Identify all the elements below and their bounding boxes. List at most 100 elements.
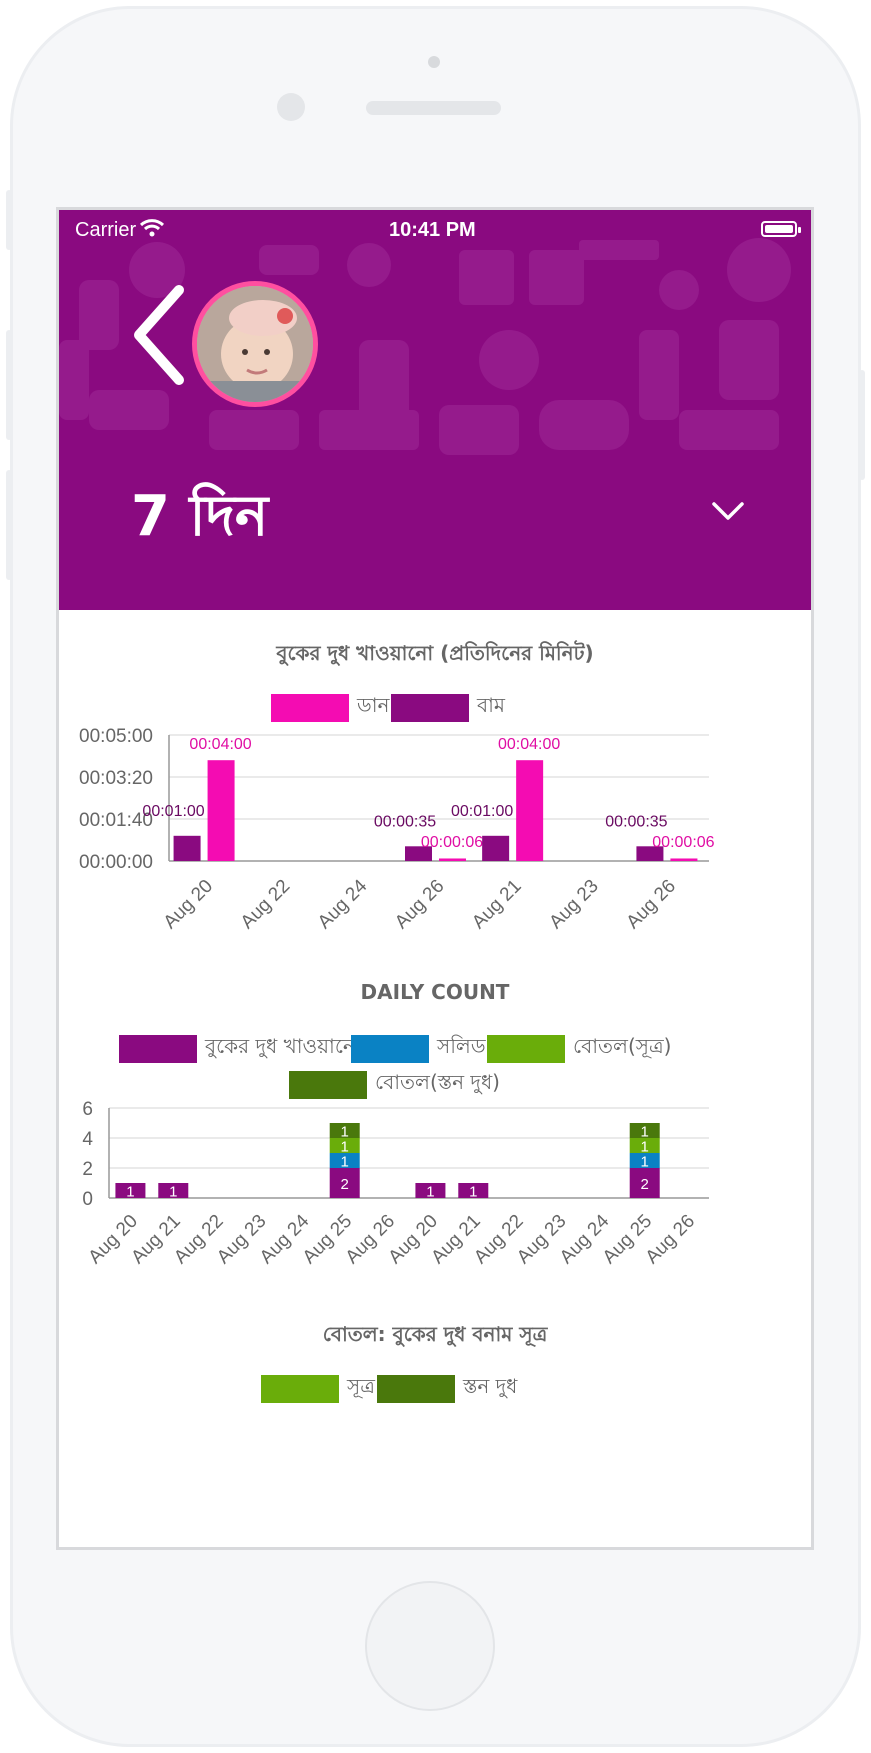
bar-left: [405, 846, 432, 861]
wifi-icon: [139, 219, 165, 237]
battery-icon: [761, 221, 801, 237]
data-label: 00:04:00: [189, 736, 251, 753]
data-label: 1: [641, 1154, 649, 1171]
bar-breastfeeding: [629, 1168, 660, 1198]
phone-volume-down: [6, 470, 12, 580]
legend-swatch: [119, 1034, 197, 1063]
legend-swatch: [271, 693, 349, 722]
front-camera: [277, 93, 305, 121]
bar-left: [173, 835, 201, 861]
bar-breastfeeding: [415, 1183, 446, 1198]
x-tick-label: Aug 20: [160, 876, 217, 933]
x-tick-label: Aug 26: [642, 1211, 699, 1268]
data-label: 00:04:00: [498, 736, 560, 753]
bar-left: [482, 835, 510, 861]
y-tick-label: 00:00:00: [79, 852, 153, 873]
chart2-legend-bottle-formula: বোতল(সূত্র): [487, 1032, 671, 1065]
header: Carrier 10:41 PM 7 দিন: [59, 210, 811, 610]
bar-solid: [629, 1153, 660, 1168]
chart2-legend-solid: সলিড: [351, 1032, 486, 1065]
chart3-legend-formula: সূত্র: [261, 1372, 375, 1405]
phone-power-button: [859, 370, 865, 480]
data-label: 00:01:00: [451, 803, 513, 820]
status-time: 10:41 PM: [389, 219, 476, 241]
baby-photo: [197, 286, 313, 402]
x-tick-label: Aug 24: [314, 875, 372, 933]
bar-left: [636, 846, 664, 861]
chart2-legend-bottle-breastmilk: বোতল(স্তন দুধ): [289, 1068, 500, 1101]
bar-breastfeeding: [115, 1183, 146, 1198]
data-label: 1: [341, 1139, 349, 1156]
bar-solid: [329, 1153, 360, 1168]
legend-swatch: [377, 1374, 455, 1403]
y-tick-label: 00:03:20: [79, 768, 153, 789]
legend-label: বুকের দুধ খাওয়ানো: [205, 1034, 361, 1058]
legend-label: সলিড: [437, 1034, 486, 1058]
data-label: 2: [641, 1176, 649, 1193]
y-tick-label: 00:01:40: [79, 810, 153, 831]
legend-label: বোতল(স্তন দুধ): [375, 1070, 500, 1094]
legend-label: ডান: [357, 693, 390, 717]
phone-side-button: [6, 190, 12, 250]
legend-label: স্তন দুধ: [463, 1374, 518, 1398]
legend-swatch: [351, 1034, 429, 1063]
legend-swatch: [487, 1034, 565, 1063]
chart1-legend-right: ডান: [271, 691, 389, 724]
chart2-title: DAILY COUNT: [360, 980, 510, 1004]
bar-right: [207, 760, 235, 861]
x-tick-label: Aug 21: [468, 876, 525, 933]
legend-label: বাম: [477, 693, 506, 717]
bar-right: [516, 760, 544, 861]
front-sensor: [428, 56, 440, 68]
chart3-legend-breastmilk: স্তন দুধ: [377, 1372, 517, 1405]
bar-right: [670, 858, 698, 861]
bar-breastfeeding: [458, 1183, 489, 1198]
status-bar: Carrier 10:41 PM: [59, 210, 811, 246]
bar-right: [439, 858, 466, 861]
chevron-left-icon[interactable]: [129, 285, 189, 385]
x-tick-label: Aug 26: [623, 876, 680, 933]
earpiece-speaker: [366, 101, 501, 115]
home-button[interactable]: [365, 1581, 495, 1711]
data-label: 1: [641, 1139, 649, 1156]
x-tick-label: Aug 26: [391, 876, 448, 933]
chart3-title: বোতল: বুকের দুধ বনাম সূত্র: [322, 1322, 548, 1346]
data-label: 1: [469, 1184, 477, 1201]
page-title: 7 দিন: [131, 484, 269, 549]
data-label: 1: [341, 1154, 349, 1171]
data-label: 1: [341, 1124, 349, 1141]
data-label: 00:00:35: [605, 813, 667, 830]
bar-bottle-formula: [329, 1138, 360, 1153]
bar-bottle-breastmilk: [629, 1123, 660, 1138]
y-tick-label: 0: [82, 1189, 93, 1210]
chart2-legend-breastfeeding: বুকের দুধ খাওয়ানো: [119, 1032, 361, 1065]
data-label: 00:00:06: [652, 834, 714, 851]
legend-label: বোতল(সূত্র): [573, 1034, 672, 1058]
legend-swatch: [261, 1374, 339, 1403]
data-label: 1: [126, 1184, 134, 1201]
chart1-plot: 00:05:00 00:03:20 00:01:40 00:00:00 00:01:00…: [79, 726, 715, 933]
phone-volume-up: [6, 330, 12, 440]
data-label: 1: [169, 1184, 177, 1201]
chart1-title: বুকের দুধ খাওয়ানো (প্রতিদিনের মিনিট): [276, 641, 594, 665]
carrier-label: Carrier: [75, 219, 137, 241]
chevron-down-icon[interactable]: [711, 500, 745, 522]
data-label: 00:00:06: [421, 834, 483, 851]
y-tick-label: 2: [82, 1159, 93, 1180]
data-label: 1: [641, 1124, 649, 1141]
bar-bottle-formula: [629, 1138, 660, 1153]
header-pattern: [59, 238, 791, 455]
legend-swatch: [391, 693, 469, 722]
y-tick-label: 00:05:00: [79, 726, 153, 747]
bar-bottle-breastmilk: [329, 1123, 360, 1138]
y-tick-label: 6: [82, 1099, 93, 1120]
data-label: 2: [341, 1176, 349, 1193]
avatar[interactable]: [192, 281, 318, 407]
bar-breastfeeding: [158, 1183, 189, 1198]
legend-label: সূত্র: [347, 1374, 375, 1398]
app-screen: Carrier 10:41 PM 7 দিন: [56, 207, 814, 1550]
chart1-legend-left: বাম: [391, 691, 505, 724]
y-tick-label: 4: [82, 1129, 93, 1150]
data-label: 00:01:00: [142, 803, 204, 820]
